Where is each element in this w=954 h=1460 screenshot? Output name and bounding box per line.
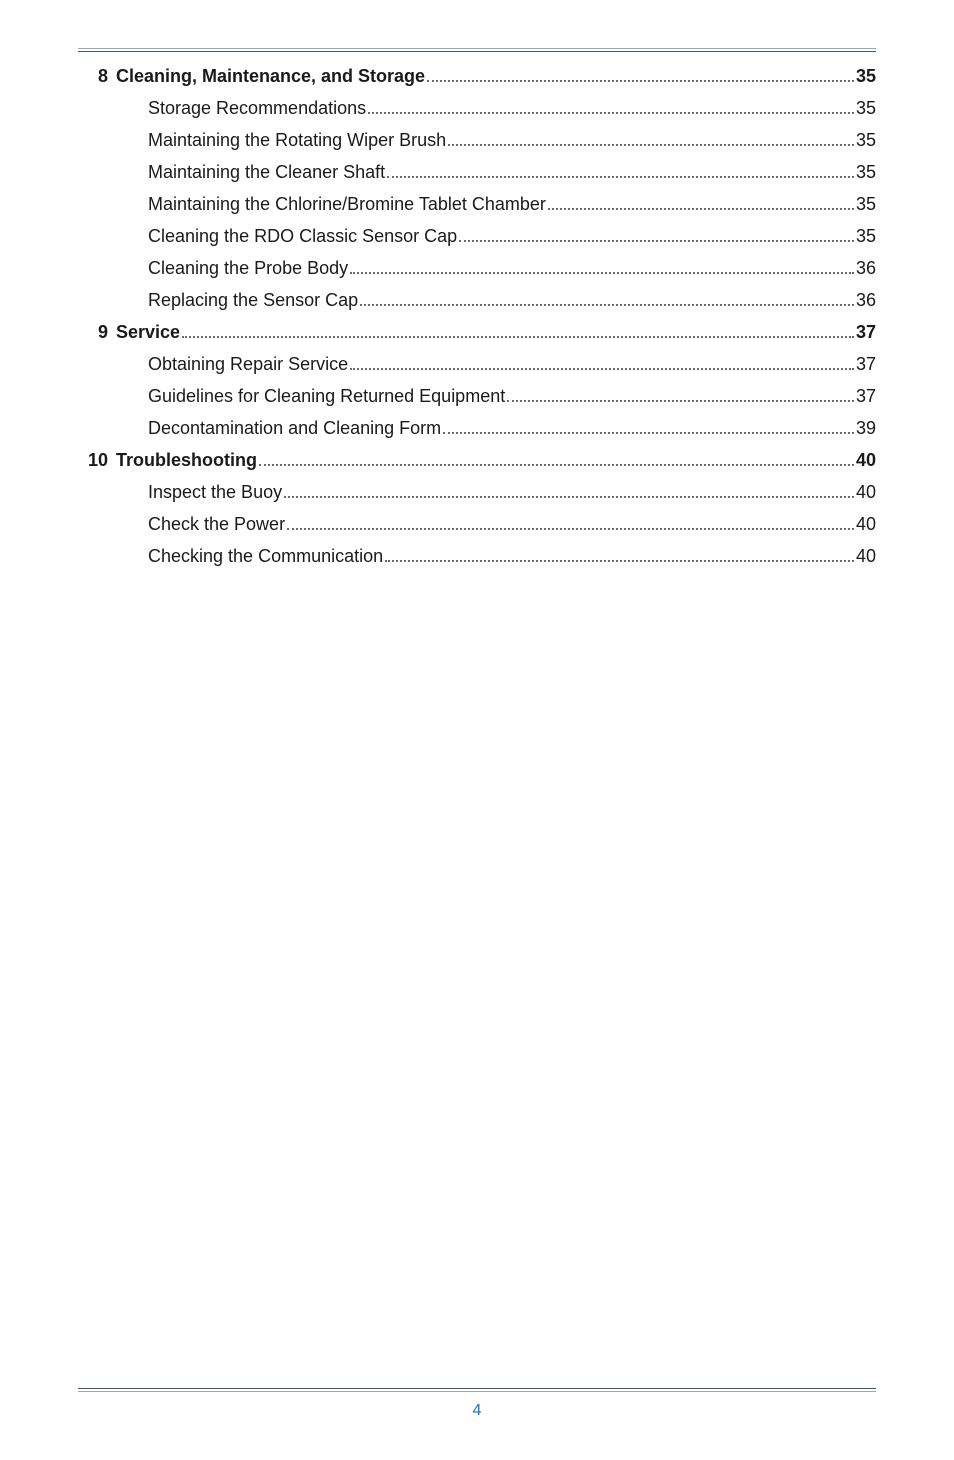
toc-subsection-row: Inspect the Buoy 40 [78, 482, 876, 506]
toc-section-row: 10Troubleshooting 40 [78, 450, 876, 474]
toc-subsection-row: Cleaning the Probe Body 36 [78, 258, 876, 282]
toc-entry-title: Inspect the Buoy [148, 482, 282, 503]
toc-leader-dots [360, 290, 854, 306]
toc-entry-page: 37 [856, 354, 876, 375]
toc-leader-dots [427, 66, 854, 82]
toc-leader-dots [259, 450, 854, 466]
toc-entry-page: 35 [856, 66, 876, 87]
toc-leader-dots [387, 162, 854, 178]
toc-entry-title: Cleaning, Maintenance, and Storage [116, 66, 425, 87]
toc-section-row: 8Cleaning, Maintenance, and Storage 35 [78, 66, 876, 90]
toc-entry-title: Cleaning the Probe Body [148, 258, 348, 279]
toc-leader-dots [350, 354, 854, 370]
toc-entry-page: 39 [856, 418, 876, 439]
toc-entry-title: Obtaining Repair Service [148, 354, 348, 375]
toc-leader-dots [385, 546, 854, 562]
toc-subsection-row: Storage Recommendations 35 [78, 98, 876, 122]
toc-leader-dots [287, 514, 854, 530]
toc-entry-page: 35 [856, 194, 876, 215]
toc-entry-title: Maintaining the Rotating Wiper Brush [148, 130, 446, 151]
toc-leader-dots [350, 258, 854, 274]
footer: 4 [78, 1388, 876, 1420]
toc-section-row: 9Service 37 [78, 322, 876, 346]
toc-entry-title: Decontamination and Cleaning Form [148, 418, 441, 439]
toc-subsection-row: Cleaning the RDO Classic Sensor Cap 35 [78, 226, 876, 250]
toc-entry-page: 37 [856, 322, 876, 343]
toc-leader-dots [368, 98, 854, 114]
toc-entry-page: 35 [856, 130, 876, 151]
toc-entry-title: Service [116, 322, 180, 343]
toc-entry-page: 40 [856, 514, 876, 535]
toc-entry-title: Guidelines for Cleaning Returned Equipme… [148, 386, 505, 407]
toc-entry-page: 37 [856, 386, 876, 407]
toc-entry-title: Check the Power [148, 514, 285, 535]
toc-subsection-row: Decontamination and Cleaning Form 39 [78, 418, 876, 442]
toc-entry-title: Storage Recommendations [148, 98, 366, 119]
toc-subsection-row: Replacing the Sensor Cap 36 [78, 290, 876, 314]
toc-subsection-row: Maintaining the Chlorine/Bromine Tablet … [78, 194, 876, 218]
toc-leader-dots [182, 322, 854, 338]
toc-subsection-row: Obtaining Repair Service 37 [78, 354, 876, 378]
toc-subsection-row: Maintaining the Rotating Wiper Brush 35 [78, 130, 876, 154]
toc-subsection-row: Check the Power 40 [78, 514, 876, 538]
toc-entry-page: 40 [856, 546, 876, 567]
toc-entry-page: 40 [856, 450, 876, 471]
toc-entry-page: 35 [856, 162, 876, 183]
toc-subsection-row: Guidelines for Cleaning Returned Equipme… [78, 386, 876, 410]
toc-leader-dots [507, 386, 854, 402]
toc-subsection-row: Maintaining the Cleaner Shaft 35 [78, 162, 876, 186]
toc-leader-dots [459, 226, 854, 242]
toc-leader-dots [548, 194, 854, 210]
toc-leader-dots [284, 482, 854, 498]
toc-subsection-row: Checking the Communication 40 [78, 546, 876, 570]
toc-section-number: 8 [78, 66, 116, 87]
footer-rule [78, 1388, 876, 1392]
header-rule [78, 48, 876, 52]
toc-entry-title: Troubleshooting [116, 450, 257, 471]
toc-entry-page: 35 [856, 98, 876, 119]
toc-entry-title: Checking the Communication [148, 546, 383, 567]
page-number: 4 [78, 1402, 876, 1420]
toc-leader-dots [443, 418, 854, 434]
toc-entry-title: Replacing the Sensor Cap [148, 290, 358, 311]
table-of-contents: 8Cleaning, Maintenance, and Storage35Sto… [78, 66, 876, 570]
toc-entry-page: 40 [856, 482, 876, 503]
toc-entry-title: Maintaining the Chlorine/Bromine Tablet … [148, 194, 546, 215]
toc-entry-page: 36 [856, 258, 876, 279]
toc-leader-dots [448, 130, 854, 146]
toc-section-number: 9 [78, 322, 116, 343]
toc-section-number: 10 [78, 450, 116, 471]
toc-entry-title: Cleaning the RDO Classic Sensor Cap [148, 226, 457, 247]
page: 8Cleaning, Maintenance, and Storage35Sto… [0, 0, 954, 1460]
toc-entry-page: 36 [856, 290, 876, 311]
toc-entry-title: Maintaining the Cleaner Shaft [148, 162, 385, 183]
toc-entry-page: 35 [856, 226, 876, 247]
